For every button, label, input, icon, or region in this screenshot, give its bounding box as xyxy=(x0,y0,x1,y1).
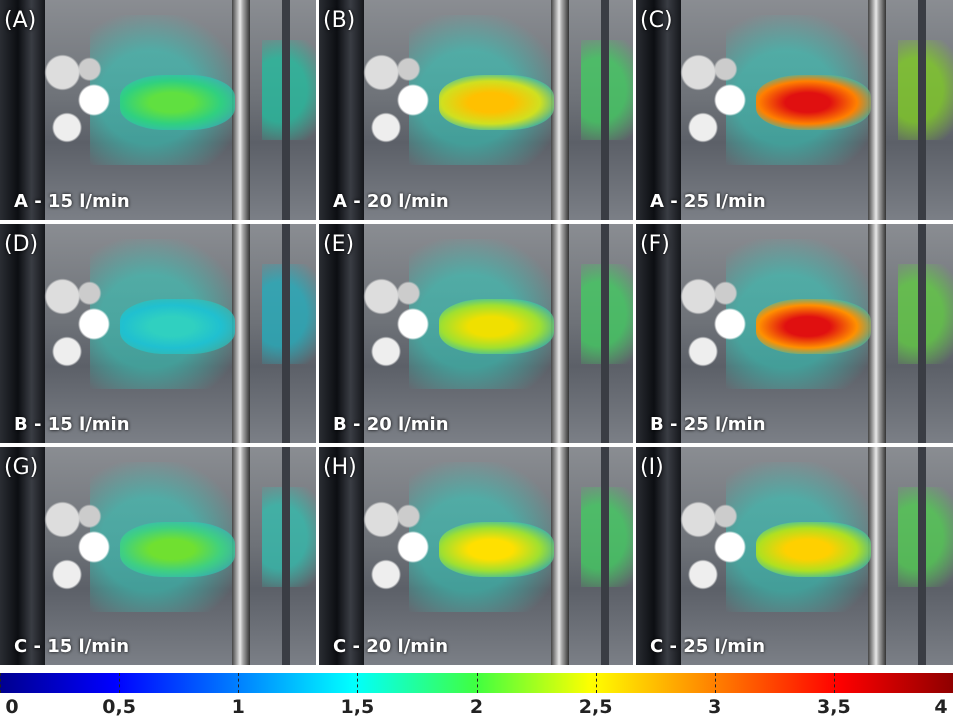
panel-caption: B - 25 l/min xyxy=(650,414,766,435)
flow-rod xyxy=(868,447,886,665)
panel-tag: (A) xyxy=(4,8,37,33)
flow-rod2 xyxy=(601,447,609,665)
panel-caption: B - 15 l/min xyxy=(14,414,130,435)
image-panel: (H) C - 20 l/min xyxy=(319,447,633,665)
image-panel: (D) B - 15 l/min xyxy=(0,224,316,443)
flow-jet xyxy=(756,522,871,577)
colorbar-tick-label: 1,5 xyxy=(340,696,375,718)
flow-bubbles xyxy=(676,269,766,379)
colorbar-tick xyxy=(476,673,478,693)
colorbar-tick xyxy=(714,673,716,693)
colorbar-tick-label: 1 xyxy=(231,696,245,718)
flow-bubbles xyxy=(676,45,766,155)
colorbar-tick-label: 2 xyxy=(469,696,484,718)
panel-tag: (E) xyxy=(323,232,355,257)
panel-caption: C - 20 l/min xyxy=(333,636,449,657)
flow-rod2 xyxy=(282,0,290,220)
image-panel: (G) C - 15 l/min xyxy=(0,447,316,665)
panel-tag: (I) xyxy=(640,455,664,480)
flow-bubbles xyxy=(40,269,130,379)
flow-rod xyxy=(232,0,250,220)
colorbar-tick-label: 4 xyxy=(934,696,948,718)
flow-bubbles xyxy=(676,492,766,602)
colorbar-tick xyxy=(357,673,359,693)
colorbar-tick xyxy=(119,673,121,693)
flow-bubbles xyxy=(40,492,130,602)
flow-rod2 xyxy=(601,224,609,443)
flow-jet xyxy=(120,75,235,130)
colorbar-tick xyxy=(595,673,597,693)
colorbar-tick-label: 0 xyxy=(5,696,19,718)
colorbar-tick-label: 2,5 xyxy=(578,696,613,718)
flow-bubbles xyxy=(359,492,449,602)
image-panel: (F) B - 25 l/min xyxy=(636,224,953,443)
panel-tag: (F) xyxy=(640,232,670,257)
panel-tag: (B) xyxy=(323,8,356,33)
colorbar-tick-label: 0,5 xyxy=(102,696,136,718)
flow-rod xyxy=(551,224,569,443)
flow-rod xyxy=(868,224,886,443)
colorbar-tick xyxy=(0,673,1,693)
colorbar-tick xyxy=(238,673,240,693)
flow-rod2 xyxy=(918,0,926,220)
panel-tag: (D) xyxy=(4,232,39,257)
colorbar-tick-label: 3,5 xyxy=(817,696,851,718)
panel-caption: A - 25 l/min xyxy=(650,191,766,212)
flow-jet xyxy=(120,522,235,577)
image-panel: (A) A - 15 l/min xyxy=(0,0,316,220)
image-panel: (B) A - 20 l/min xyxy=(319,0,633,220)
colorbar-tick-label: 3 xyxy=(708,696,722,718)
flow-rod xyxy=(551,447,569,665)
flow-rod xyxy=(232,224,250,443)
flow-rod2 xyxy=(282,224,290,443)
panel-tag: (G) xyxy=(4,455,39,480)
colorbar-tick xyxy=(833,673,835,693)
flow-rod2 xyxy=(918,447,926,665)
flow-rod2 xyxy=(282,447,290,665)
colorbar-ticks: 0 0,5 1 1,5 2 2,5 3 3,5 4 xyxy=(0,673,953,718)
flow-bubbles xyxy=(40,45,130,155)
flow-rod2 xyxy=(601,0,609,220)
flow-jet xyxy=(756,75,871,130)
panel-caption: A - 20 l/min xyxy=(333,191,449,212)
flow-bubbles xyxy=(359,45,449,155)
flow-rod xyxy=(232,447,250,665)
panel-caption: A - 15 l/min xyxy=(14,191,130,212)
image-panel: (C) A - 25 l/min xyxy=(636,0,953,220)
flow-jet xyxy=(756,299,871,354)
flow-jet xyxy=(439,522,554,577)
panel-caption: B - 20 l/min xyxy=(333,414,449,435)
flow-rod xyxy=(868,0,886,220)
panel-tag: (H) xyxy=(323,455,357,480)
flow-jet xyxy=(439,75,554,130)
panel-caption: C - 15 l/min xyxy=(14,636,130,657)
flow-jet xyxy=(439,299,554,354)
flow-jet xyxy=(120,299,235,354)
image-panel: (I) C - 25 l/min xyxy=(636,447,953,665)
flow-bubbles xyxy=(359,269,449,379)
panel-caption: C - 25 l/min xyxy=(650,636,766,657)
image-panel: (E) B - 20 l/min xyxy=(319,224,633,443)
flow-rod xyxy=(551,0,569,220)
panel-tag: (C) xyxy=(640,8,673,33)
flow-rod2 xyxy=(918,224,926,443)
